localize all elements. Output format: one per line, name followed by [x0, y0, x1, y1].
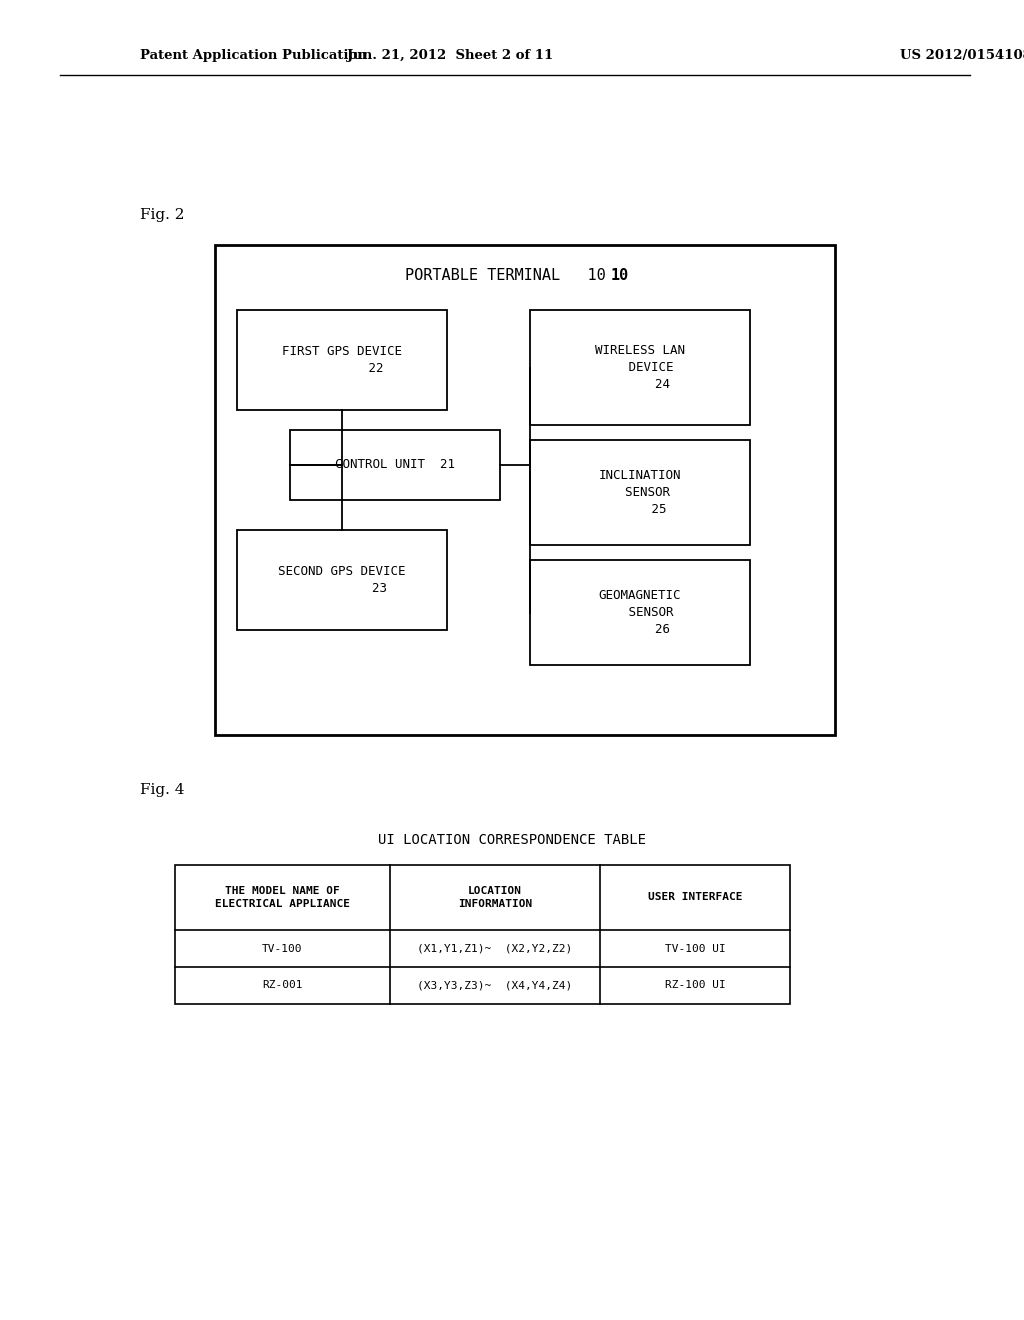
Text: Fig. 2: Fig. 2	[140, 209, 184, 222]
FancyBboxPatch shape	[175, 865, 790, 1005]
FancyBboxPatch shape	[530, 560, 750, 665]
Text: Jun. 21, 2012  Sheet 2 of 11: Jun. 21, 2012 Sheet 2 of 11	[347, 49, 553, 62]
FancyBboxPatch shape	[237, 531, 447, 630]
Text: INCLINATION
  SENSOR
     25: INCLINATION SENSOR 25	[599, 469, 681, 516]
FancyBboxPatch shape	[530, 440, 750, 545]
Text: 10: 10	[611, 268, 629, 282]
Text: UI LOCATION CORRESPONDENCE TABLE: UI LOCATION CORRESPONDENCE TABLE	[378, 833, 646, 847]
FancyBboxPatch shape	[237, 310, 447, 411]
FancyBboxPatch shape	[530, 310, 750, 425]
Text: Patent Application Publication: Patent Application Publication	[140, 49, 367, 62]
Text: WIRELESS LAN
   DEVICE
      24: WIRELESS LAN DEVICE 24	[595, 345, 685, 391]
Text: USER INTERFACE: USER INTERFACE	[648, 892, 742, 903]
Text: TV-100: TV-100	[262, 944, 303, 953]
Text: RZ-100 UI: RZ-100 UI	[665, 981, 725, 990]
Text: FIRST GPS DEVICE
         22: FIRST GPS DEVICE 22	[282, 345, 402, 375]
Text: TV-100 UI: TV-100 UI	[665, 944, 725, 953]
Text: (X1,Y1,Z1)~  (X2,Y2,Z2): (X1,Y1,Z1)~ (X2,Y2,Z2)	[418, 944, 572, 953]
Text: US 2012/0154108 A1: US 2012/0154108 A1	[900, 49, 1024, 62]
Text: Fig. 4: Fig. 4	[140, 783, 184, 797]
Text: PORTABLE TERMINAL   10: PORTABLE TERMINAL 10	[404, 268, 605, 282]
Text: LOCATION
INFORMATION: LOCATION INFORMATION	[458, 886, 532, 908]
Text: GEOMAGNETIC
   SENSOR
      26: GEOMAGNETIC SENSOR 26	[599, 589, 681, 636]
FancyBboxPatch shape	[215, 246, 835, 735]
FancyBboxPatch shape	[290, 430, 500, 500]
Text: SECOND GPS DEVICE
          23: SECOND GPS DEVICE 23	[279, 565, 406, 595]
Text: RZ-001: RZ-001	[262, 981, 303, 990]
Text: THE MODEL NAME OF
ELECTRICAL APPLIANCE: THE MODEL NAME OF ELECTRICAL APPLIANCE	[215, 886, 350, 908]
Text: CONTROL UNIT  21: CONTROL UNIT 21	[335, 458, 455, 471]
Text: (X3,Y3,Z3)~  (X4,Y4,Z4): (X3,Y3,Z3)~ (X4,Y4,Z4)	[418, 981, 572, 990]
